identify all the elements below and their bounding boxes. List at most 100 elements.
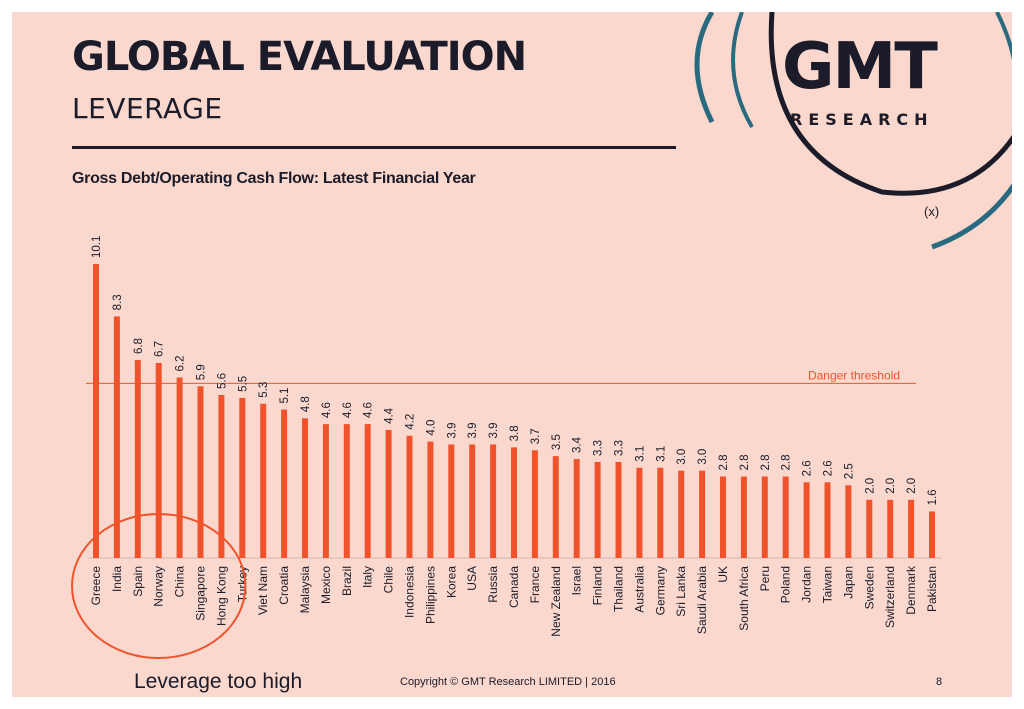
- bar-greece: [93, 264, 99, 558]
- logo-ring-arc-bottom-right: [931, 183, 1012, 250]
- bar-value-label: 10.1: [91, 236, 103, 258]
- danger-threshold-label: Danger threshold: [808, 368, 900, 382]
- bar-norway: [155, 362, 162, 558]
- bar-turkey: [239, 397, 246, 558]
- category-label: Sweden: [862, 566, 876, 609]
- bar-canada: [511, 447, 517, 558]
- bar-value-label: 2.8: [781, 454, 793, 470]
- bar-value-label: 3.3: [593, 440, 605, 456]
- bar-value-label: 2.8: [718, 454, 730, 470]
- category-label: Viet Nam: [256, 566, 270, 615]
- category-label: Poland: [779, 566, 793, 603]
- bar-value-label: 2.8: [760, 454, 772, 470]
- bar-value-label: 5.3: [258, 382, 270, 398]
- logo-tagline: RESEARCH: [790, 110, 934, 129]
- category-label: Russia: [486, 566, 500, 603]
- bar-saudi-arabia: [699, 470, 706, 558]
- bar-value-label: 3.0: [676, 449, 688, 465]
- bar-peru: [761, 476, 768, 558]
- bar-value-label: 3.9: [467, 422, 479, 438]
- bar-jordan: [803, 482, 810, 558]
- bar-denmark: [908, 499, 915, 558]
- page-number: 8: [936, 676, 943, 688]
- bar-switzerland: [887, 499, 894, 558]
- category-label: South Africa: [737, 566, 751, 631]
- bar-korea: [448, 444, 455, 558]
- category-label: Sri Lanka: [674, 566, 688, 617]
- highlight-ellipse: [71, 513, 247, 659]
- bar-value-label: 2.6: [823, 460, 835, 476]
- title-divider: [72, 146, 676, 149]
- bar-south-africa: [740, 476, 747, 558]
- category-label: Denmark: [904, 565, 918, 615]
- bar-russia: [490, 444, 497, 558]
- category-label: Peru: [758, 566, 772, 591]
- copyright-text: Copyright © GMT Research LIMITED | 2016: [400, 676, 616, 688]
- category-label: Brazil: [340, 566, 354, 596]
- category-label: Switzerland: [883, 566, 897, 628]
- bar-value-label: 3.8: [509, 425, 521, 441]
- bar-value-label: 3.1: [655, 446, 667, 462]
- bar-value-label: 8.3: [112, 294, 124, 310]
- bar-value-label: 5.5: [237, 376, 249, 392]
- bar-value-label: 5.6: [216, 373, 228, 389]
- bar-taiwan: [824, 482, 831, 558]
- category-label: Chile: [382, 566, 396, 594]
- logo-wordmark: GMT: [782, 30, 938, 104]
- bar-value-label: 6.7: [154, 341, 166, 357]
- bar-value-label: 3.9: [488, 422, 500, 438]
- category-label: Italy: [361, 566, 375, 588]
- category-label: Japan: [841, 566, 855, 599]
- chart-title: Gross Debt/Operating Cash Flow: Latest F…: [72, 170, 476, 187]
- bar-finland: [594, 461, 601, 558]
- page-title: GLOBAL EVALUATION: [72, 34, 527, 80]
- bar-china: [176, 377, 183, 558]
- bar-australia: [636, 467, 643, 558]
- bar-value-label: 3.3: [614, 440, 626, 456]
- bar-sri-lanka: [678, 470, 685, 558]
- bar-poland: [782, 476, 789, 558]
- bar-value-label: 4.8: [300, 396, 312, 412]
- category-label: Australia: [632, 566, 646, 613]
- page-subtitle: LEVERAGE: [72, 92, 223, 125]
- bar-japan: [845, 485, 852, 558]
- bar-usa: [469, 444, 476, 558]
- bar-value-label: 2.0: [864, 478, 876, 494]
- category-label: Greece: [89, 566, 103, 606]
- bar-value-label: 3.1: [634, 446, 646, 462]
- bar-mexico: [322, 424, 329, 558]
- bar-value-label: 3.5: [551, 434, 563, 450]
- bar-new-zealand: [552, 456, 559, 558]
- category-label: Hong Kong: [214, 566, 228, 626]
- bar-philippines: [427, 441, 434, 558]
- category-label: Norway: [152, 566, 166, 607]
- bar-malaysia: [302, 418, 308, 558]
- category-label: Turkey: [235, 566, 249, 602]
- category-label: Pakistan: [925, 566, 939, 612]
- category-label: Spain: [131, 566, 145, 597]
- bar-value-label: 5.1: [279, 388, 291, 404]
- bar-value-label: 2.6: [802, 460, 814, 476]
- bar-singapore: [197, 386, 204, 558]
- category-label: Mexico: [319, 566, 333, 604]
- bar-pakistan: [929, 511, 935, 558]
- bar-value-label: 3.9: [446, 422, 458, 438]
- category-label: Singapore: [194, 566, 208, 621]
- category-label: Indonesia: [403, 566, 417, 618]
- category-label: China: [173, 566, 187, 598]
- category-label: Canada: [507, 566, 521, 608]
- category-label: India: [110, 566, 124, 592]
- category-label: USA: [465, 566, 479, 591]
- logo-ring-arc-right: [995, 12, 1012, 61]
- bar-value-label: 2.0: [885, 478, 897, 494]
- logo-ring-arc-main: [768, 12, 1012, 196]
- bar-value-label: 4.2: [405, 414, 417, 430]
- category-label: France: [528, 566, 542, 604]
- category-label: Philippines: [423, 566, 437, 624]
- bar-germany: [657, 467, 664, 558]
- bar-value-label: 5.9: [196, 364, 208, 380]
- bar-india: [113, 316, 120, 558]
- slide: GLOBAL EVALUATION LEVERAGE GMT RESEARCH …: [12, 12, 1012, 697]
- chart-unit-label: (x): [924, 204, 940, 219]
- bar-value-label: 3.4: [572, 436, 584, 453]
